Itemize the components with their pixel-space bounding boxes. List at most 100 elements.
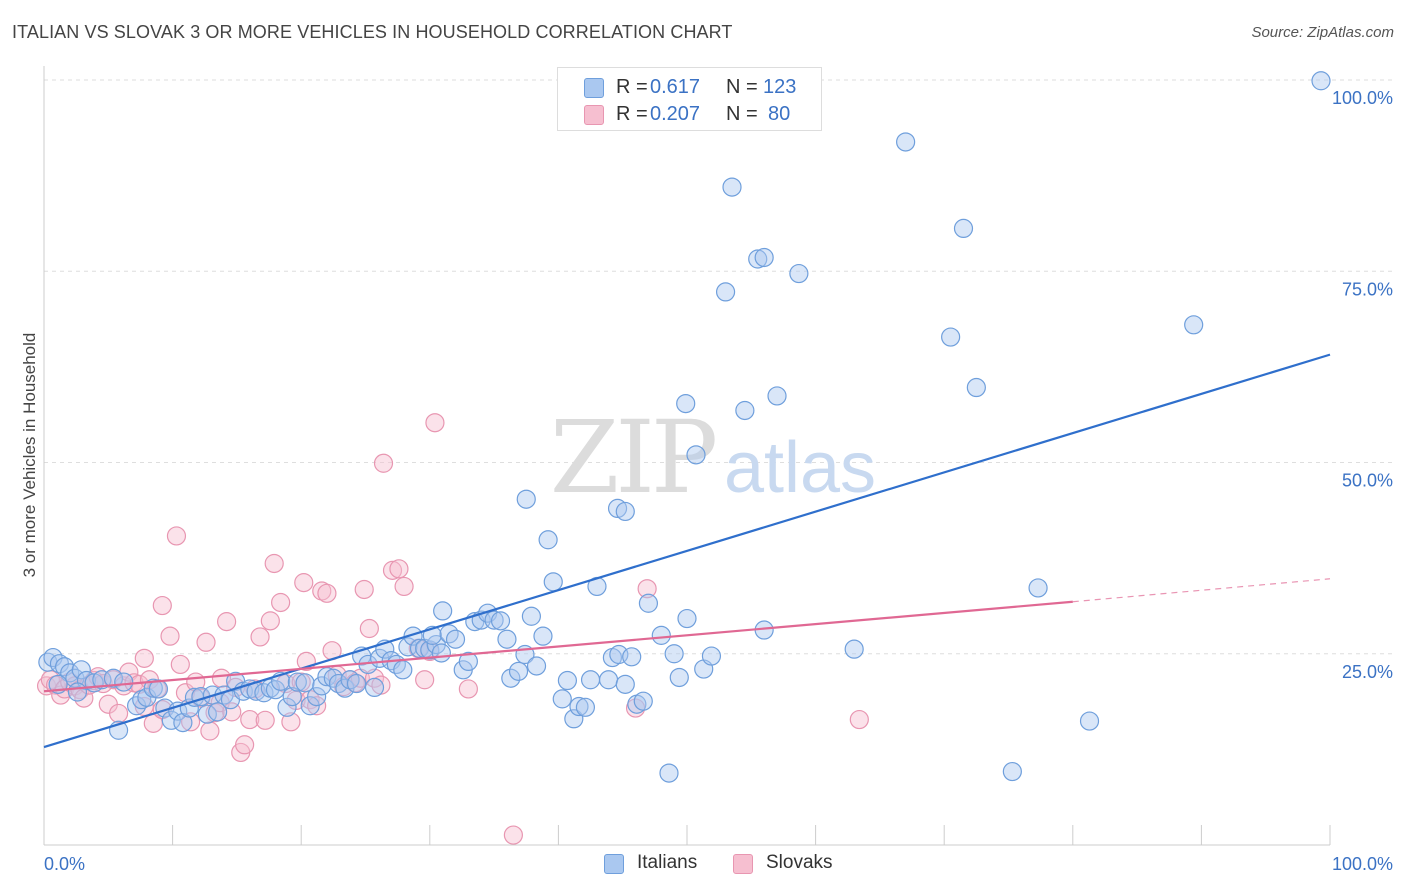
italians-point — [701, 646, 722, 666]
italians-point — [1002, 761, 1022, 782]
y-axis-label: 3 or more Vehicles in Household — [20, 333, 39, 578]
y-tick-label: 25.0% — [1342, 662, 1393, 682]
slovaks-point — [255, 710, 275, 730]
italians-point — [1311, 71, 1331, 91]
chart-title: ITALIAN VS SLOVAK 3 OR MORE VEHICLES IN … — [12, 22, 733, 42]
legend-box: R = 0.617 N = 123 R = 0.207 N = 80 — [557, 67, 822, 131]
slovaks-point — [503, 825, 523, 845]
italians-point — [789, 263, 809, 284]
legend-n-label: N = — [726, 103, 758, 125]
italians-point — [420, 640, 440, 660]
italians-point — [431, 643, 451, 663]
italians-point — [722, 177, 742, 197]
italians-point — [575, 697, 596, 717]
slovaks-point — [849, 709, 869, 730]
italians-point — [433, 601, 453, 621]
italians-point — [953, 218, 974, 239]
italians-point — [735, 400, 755, 421]
slovaks-point — [415, 670, 435, 690]
italians-point — [67, 682, 88, 702]
slovaks-point — [394, 576, 414, 597]
italians-point — [622, 647, 642, 667]
slovaks-point — [458, 679, 478, 699]
italians-point — [941, 327, 961, 347]
italians-trend-line — [43, 353, 1331, 749]
slovaks-point — [271, 592, 291, 613]
italians-point — [526, 656, 547, 676]
watermark-zip: ZIP — [550, 399, 715, 516]
italians-point — [393, 660, 413, 680]
slovaks-point — [170, 654, 190, 675]
italians-point — [633, 691, 653, 711]
italians-point — [71, 660, 91, 680]
italians-point — [748, 249, 768, 269]
italians-points — [38, 71, 1331, 783]
italians-point — [552, 689, 572, 709]
italians-point — [1184, 315, 1204, 335]
legend-n-label: N = — [726, 76, 758, 98]
slovaks-trend-line-extension — [1072, 578, 1331, 603]
bottom-legend-swatch-italians — [604, 854, 624, 874]
slovaks-point — [108, 703, 129, 724]
slovaks-point — [152, 595, 172, 616]
slovaks-point — [354, 579, 374, 600]
slovaks-point — [134, 648, 154, 668]
italians-point — [445, 629, 466, 649]
italians-point — [543, 572, 563, 592]
italians-point — [490, 611, 511, 631]
slovaks-point — [235, 735, 255, 755]
italians-point — [1028, 578, 1048, 598]
y-tick-label: 100.0% — [1332, 88, 1393, 108]
slovaks-point — [264, 553, 284, 574]
slovaks-point — [181, 712, 201, 732]
grid-lines — [44, 79, 1392, 655]
italians-point — [312, 676, 332, 696]
italians-point — [1079, 711, 1100, 731]
italians-point — [676, 393, 696, 414]
slovaks-point — [317, 583, 337, 603]
y-tick-label: 50.0% — [1342, 471, 1393, 491]
italians-point — [754, 247, 774, 268]
y-tick-label: 75.0% — [1342, 279, 1393, 299]
slovaks-trend-line — [43, 600, 1073, 693]
italians-point — [346, 673, 367, 694]
italians-point — [143, 678, 163, 698]
italians-point — [282, 686, 302, 707]
bottom-legend-label-italians: Italians — [637, 852, 698, 873]
source-label: Source: ZipAtlas.com — [1251, 24, 1394, 41]
slovaks-point — [250, 627, 270, 647]
italians-point — [669, 667, 689, 688]
italians-point — [615, 501, 635, 522]
italians-point — [501, 668, 521, 688]
italians-point — [458, 651, 478, 672]
slovaks-point — [166, 526, 187, 546]
italians-point — [767, 386, 787, 406]
legend-row-italians: R = 0.617 N = 123 — [558, 74, 821, 104]
italians-point — [564, 709, 584, 729]
x-tick-label-min: 0.0% — [44, 854, 85, 874]
slovaks-point — [294, 573, 314, 593]
italians-point — [148, 679, 169, 699]
italians-point — [295, 673, 315, 693]
italians-point — [497, 629, 517, 649]
italians-point — [439, 624, 459, 644]
italians-point — [896, 132, 916, 152]
italians-point — [307, 686, 327, 707]
italians-point — [615, 674, 635, 694]
italians-point — [580, 670, 601, 690]
tick-labels: 25.0% 50.0% 75.0% 100.0% 0.0% 100.0% — [44, 88, 1393, 874]
italians-point — [664, 644, 684, 664]
slovaks-point — [217, 612, 237, 632]
legend-n-value-italians: 123 — [763, 76, 797, 98]
axes — [43, 66, 1331, 846]
slovaks-point — [160, 626, 180, 646]
italians-point — [60, 663, 80, 683]
italians-point — [103, 668, 124, 688]
italians-point — [484, 610, 504, 630]
italians-point — [677, 608, 697, 629]
italians-point — [364, 677, 385, 698]
slovaks-point — [281, 712, 301, 732]
legend-r-value-italians: 0.617 — [650, 76, 701, 98]
italians-point — [607, 498, 628, 518]
legend-r-value-slovaks: 0.207 — [650, 103, 701, 125]
